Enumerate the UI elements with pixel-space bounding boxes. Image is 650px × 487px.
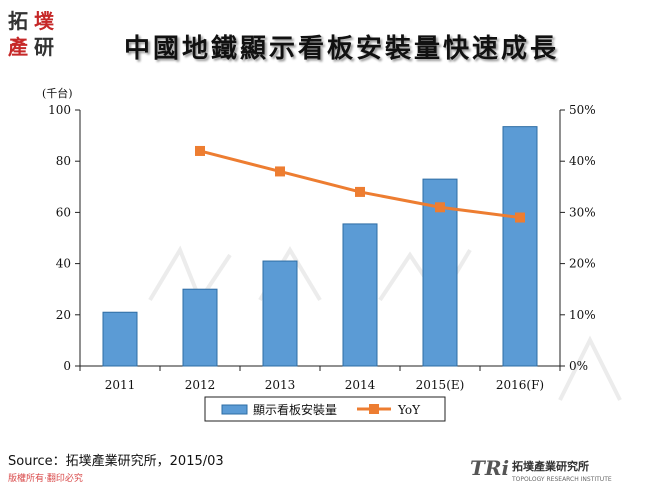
yoy-point <box>435 202 445 213</box>
left-tick-label: 80 <box>56 154 71 168</box>
x-tick-label: 2015(E) <box>416 378 465 392</box>
brand-sub: TOPOLOGY RESEARCH INSTITUTE <box>511 476 612 483</box>
right-axis: 0% 10% 20% 30% 40% 50% <box>559 103 596 373</box>
legend-bar-swatch <box>221 404 248 415</box>
yoy-line <box>199 149 521 220</box>
bar <box>342 223 378 367</box>
right-tick-label: 0% <box>569 359 588 373</box>
right-tick-label: 50% <box>569 103 596 117</box>
yoy-point <box>195 145 205 156</box>
svg-text:墣: 墣 <box>34 9 55 33</box>
bar <box>182 288 218 367</box>
company-logo: 拓 墣 產 研 <box>4 4 62 59</box>
bar <box>262 260 298 367</box>
x-tick-label: 2013 <box>265 378 296 392</box>
bar-series <box>102 126 538 367</box>
right-tick-label: 20% <box>569 257 596 271</box>
right-tick-label: 10% <box>569 308 596 322</box>
x-tick-label: 2011 <box>105 378 136 392</box>
svg-text:產: 產 <box>8 35 28 58</box>
brand-name: 拓墣產業研究所 <box>512 459 589 473</box>
left-tick-label: 100 <box>48 103 71 117</box>
brand-mark: TRi <box>470 456 509 480</box>
x-axis: 2011 2012 2013 2014 2015(E) 2016(F) <box>79 365 561 392</box>
right-tick-label: 30% <box>569 205 596 219</box>
page-title: 中國地鐵顯示看板安裝量快速成長 <box>124 34 560 64</box>
left-tick-label: 0 <box>63 359 71 373</box>
left-axis: 0 20 40 60 80 100 (千台) <box>42 86 81 373</box>
left-tick-label: 40 <box>56 257 71 271</box>
yoy-point <box>515 212 525 223</box>
x-tick-label: 2014 <box>345 378 376 392</box>
copyright-note: 版權所有‧翻印必究 <box>8 474 83 484</box>
yoy-point <box>275 166 285 177</box>
source-note: Source：拓墣產業研究所，2015/03 <box>8 454 224 469</box>
y-unit-label: (千台) <box>42 86 73 100</box>
x-tick-label: 2016(F) <box>496 378 544 392</box>
legend: 顯示看板安裝量 YoY <box>204 396 446 422</box>
tri-logo: TRi 拓墣產業研究所 TOPOLOGY RESEARCH INSTITUTE <box>468 455 644 483</box>
left-tick-label: 20 <box>56 308 71 322</box>
yoy-point <box>355 186 365 197</box>
legend-line-marker <box>369 404 379 414</box>
bar <box>502 126 538 367</box>
x-tick-label: 2012 <box>185 378 216 392</box>
svg-text:研: 研 <box>34 35 54 58</box>
right-tick-label: 40% <box>569 154 596 168</box>
bar <box>102 311 138 367</box>
svg-text:拓: 拓 <box>8 9 28 33</box>
legend-line-label: YoY <box>397 403 421 417</box>
yoy-series <box>195 145 525 223</box>
left-tick-label: 60 <box>56 205 71 219</box>
legend-bar-label: 顯示看板安裝量 <box>253 402 337 417</box>
